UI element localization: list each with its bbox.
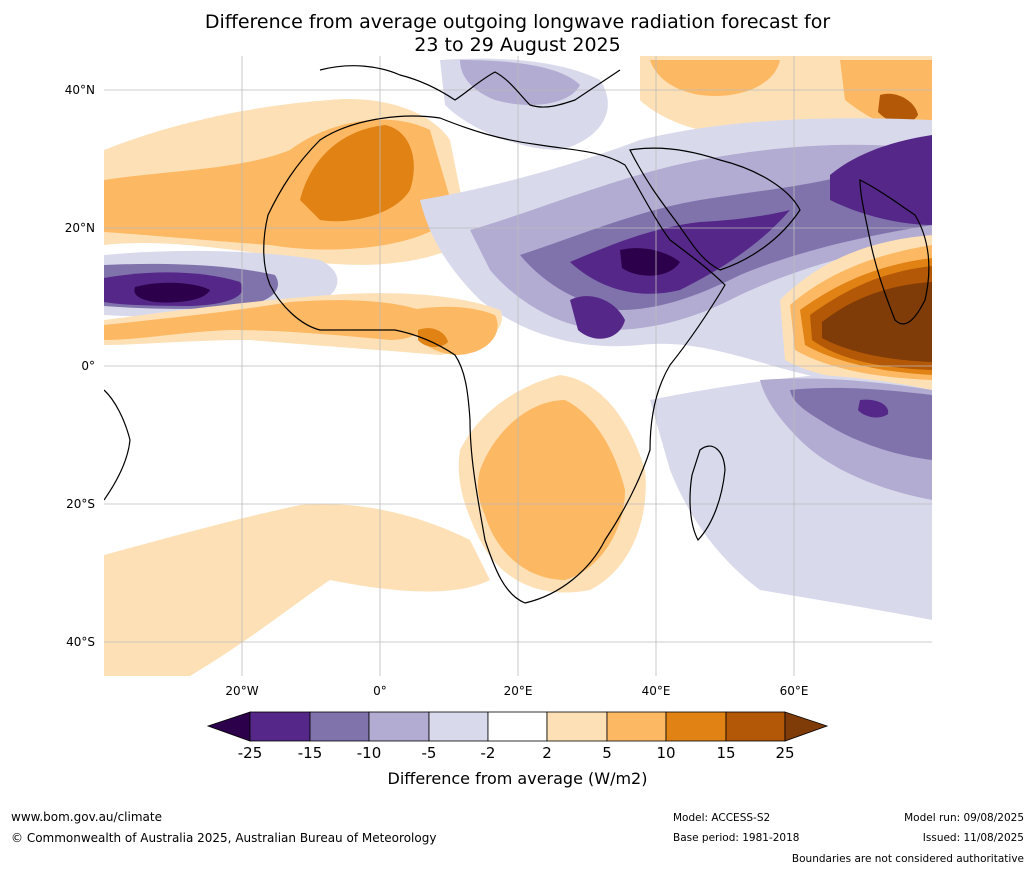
footer-model-run: Model run: 09/08/2025: [904, 812, 1024, 824]
anomaly-region-south-indian-deep-purple: [858, 399, 889, 418]
footer-website[interactable]: www.bom.gov.au/climate: [11, 810, 162, 824]
lat-label-40s: 40°S: [66, 635, 95, 649]
madagascar-coastline: [689, 445, 726, 542]
lat-label-0: 0°: [81, 359, 95, 373]
colorbar-bin-7: [606, 711, 667, 742]
colorbar-extend-low: [206, 711, 251, 742]
lon-label-20e: 20°E: [503, 684, 533, 698]
footer-base-period: Base period: 1981-2018: [673, 832, 800, 844]
colorbar-bin-5: [487, 711, 548, 742]
colorbar-tick: -10: [356, 744, 382, 762]
anomaly-region-arabia-deep-purple: [830, 135, 932, 225]
colorbar: [206, 711, 829, 742]
map-title-line1: Difference from average outgoing longwav…: [204, 11, 831, 33]
anomaly-region-indian-ocean-dark-brown: [822, 282, 932, 362]
colorbar-tick: 5: [602, 744, 612, 762]
lon-label-40e: 40°E: [641, 684, 671, 698]
anomaly-region-south-africa-orange: [477, 400, 625, 580]
anomaly-region-sw-light-orange: [104, 504, 490, 676]
colorbar-bin-4: [428, 711, 489, 742]
anomaly-region-caspian-dark-orange: [878, 93, 918, 124]
anomaly-region-sahel-deep-purple: [570, 210, 790, 294]
colorbar-tick: 25: [775, 744, 795, 762]
footer-model: Model: ACCESS-S2: [673, 812, 771, 824]
lon-label-60e: 60°E: [779, 684, 809, 698]
colorbar-tick: -25: [237, 744, 263, 762]
anomaly-region-congo-deep-purple: [570, 296, 625, 339]
south-america-coastline: [104, 389, 131, 501]
lat-label-20n: 20°N: [64, 221, 95, 235]
anomaly-region-ethiopia-darkest: [620, 248, 680, 276]
europe-coastline: [319, 65, 621, 108]
graticule: [104, 56, 932, 676]
colorbar-bin-6: [546, 711, 608, 742]
colorbar-tick: -5: [421, 744, 437, 762]
colorbar-tick: -15: [297, 744, 323, 762]
colorbar-bin-1: [249, 711, 311, 742]
colorbar-tick: 10: [656, 744, 676, 762]
anomaly-region-sahara-dark-orange: [300, 125, 414, 222]
colorbar-bin-2: [309, 711, 370, 742]
colorbar-tick: -2: [480, 744, 496, 762]
colorbar-extend-high: [784, 711, 829, 742]
map-title-line2: 23 to 29 August 2025: [414, 34, 621, 56]
footer-copyright: © Commonwealth of Australia 2025, Austra…: [11, 831, 437, 845]
colorbar-tick: 15: [716, 744, 736, 762]
colorbar-bin-9: [725, 711, 786, 742]
footer-issued: Issued: 11/08/2025: [922, 832, 1024, 844]
anomaly-region-south-indian-mid-purple: [790, 387, 932, 460]
anomaly-region-middle-east-orange: [650, 60, 780, 96]
colorbar-tick: 2: [542, 744, 552, 762]
africa-coastline: [263, 115, 726, 604]
anomaly-region-atlantic-darkest: [134, 282, 210, 303]
lon-label-0: 0°: [373, 684, 387, 698]
footer-disclaimer: Boundaries are not considered authoritat…: [791, 853, 1024, 865]
anomaly-region-cameroon-dark-orange: [418, 328, 448, 348]
colorbar-bin-3: [368, 711, 430, 742]
lat-label-40n: 40°N: [64, 83, 95, 97]
colorbar-label: Difference from average (W/m2): [387, 769, 648, 788]
lat-label-20s: 20°S: [66, 497, 95, 511]
anomaly-region-europe-purple: [460, 60, 580, 105]
colorbar-bin-8: [665, 711, 727, 742]
arabia-coastline: [629, 147, 801, 271]
lon-label-20w: 20°W: [225, 684, 259, 698]
india-coastline: [859, 179, 930, 325]
coastlines: [104, 65, 930, 604]
